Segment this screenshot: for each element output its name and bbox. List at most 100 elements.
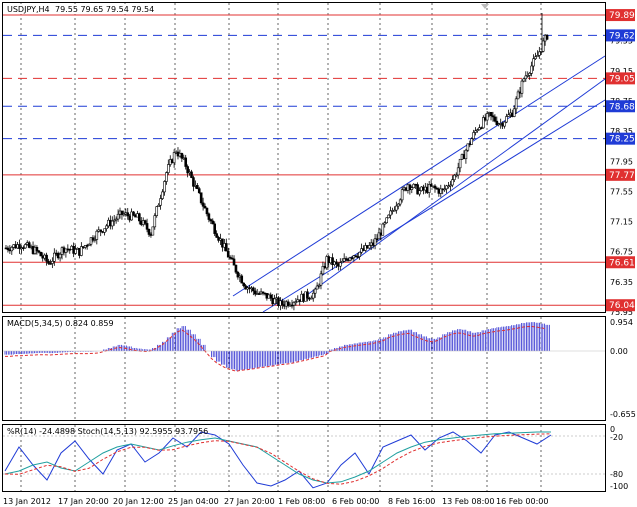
candle-body (6, 247, 10, 251)
candle-body (236, 271, 240, 278)
time-tick-label: 17 Jan 20:00 (58, 497, 109, 506)
macd-signal-line (5, 325, 547, 372)
candle-body (541, 40, 545, 52)
candle-body (184, 157, 188, 167)
candle-body (161, 191, 164, 199)
macd-tick: -0.655 (610, 410, 636, 419)
candle-body (74, 249, 77, 254)
candle-body (416, 184, 419, 195)
stoch-tick: -80 (610, 470, 623, 479)
candle-body (410, 187, 414, 190)
candle-body (350, 257, 354, 260)
candle-body (35, 246, 39, 252)
candle-body (310, 297, 313, 300)
candle-body (319, 273, 323, 286)
candle-body (49, 263, 52, 265)
stoch-tick: 0 (610, 425, 615, 434)
candle-body (344, 258, 348, 260)
candle-body (196, 185, 199, 189)
candle-body (157, 204, 160, 207)
candle-body (356, 256, 359, 258)
level-tag (606, 299, 635, 312)
main-panel (2, 2, 606, 313)
candle-body (186, 166, 189, 174)
candle-body (449, 184, 452, 187)
candle-body (385, 217, 388, 224)
candle-body (64, 248, 68, 253)
candle-body (253, 290, 257, 295)
candle-body (155, 206, 159, 216)
candle-body (306, 291, 309, 299)
candle-body (456, 167, 460, 176)
candle-body (429, 184, 433, 187)
candle-body (190, 171, 193, 178)
candle-body (480, 127, 483, 129)
candle-body (269, 294, 273, 299)
time-tick-label: 8 Feb 16:00 (388, 497, 435, 506)
candle-body (545, 34, 549, 40)
candle-body (528, 73, 531, 76)
candle-body (472, 132, 475, 140)
candle-body (532, 58, 535, 67)
candle-body (311, 292, 315, 299)
main-header-symbol: USDJPY,H4 (7, 5, 50, 14)
candle-body (126, 212, 130, 217)
candle-body (207, 213, 211, 220)
candle-body (138, 213, 141, 222)
candle-body (18, 244, 21, 250)
candle-body (242, 282, 245, 287)
macd-tick: 0.00 (610, 347, 628, 356)
candle-body (321, 266, 325, 275)
price-tick-label: 77.95 (610, 157, 633, 166)
candle-body (143, 220, 147, 224)
candle-body (373, 238, 377, 246)
candle-body (491, 115, 495, 118)
time-tick-label: 6 Feb 00:00 (332, 497, 379, 506)
candle-body (58, 253, 62, 259)
level-tag (606, 100, 635, 113)
time-tick-label: 25 Jan 04:00 (168, 497, 219, 506)
candle-body (317, 284, 321, 287)
candle-body (485, 113, 489, 121)
candle-body (395, 205, 398, 211)
macd-histogram (4, 322, 550, 371)
vertical-grid (20, 3, 542, 491)
candle-body (167, 164, 170, 173)
candle-body (412, 183, 416, 188)
candle-body (342, 258, 346, 262)
candle-body (292, 302, 296, 306)
candle-body (163, 181, 166, 193)
candle-body (99, 229, 102, 232)
candle-body (526, 75, 530, 77)
candle-body (209, 219, 213, 222)
candle-body (240, 275, 244, 284)
scroll-marker-icon[interactable] (481, 4, 489, 9)
candle-body (389, 210, 392, 216)
candle-body (232, 258, 236, 266)
candle-body (335, 261, 338, 264)
candle-body (130, 211, 133, 221)
candle-body (228, 256, 232, 259)
level-tag-label: 77.77 (609, 171, 635, 181)
price-tick-label: 78.35 (610, 127, 633, 136)
candle-body (470, 138, 474, 145)
time-axis: 13 Jan 2012 17 Jan 20:00 20 Jan 12:00 25 Ja… (3, 497, 548, 506)
candle-body (93, 239, 97, 241)
candle-body (383, 222, 387, 225)
candle-body (45, 254, 48, 262)
candle-body (367, 245, 371, 249)
candle-body (91, 237, 95, 241)
candle-body (377, 232, 381, 240)
candle-body (381, 223, 385, 236)
candle-body (476, 129, 479, 132)
candle-body (281, 300, 284, 305)
candle-body (165, 172, 168, 182)
candle-body (47, 260, 50, 264)
time-tick-label: 20 Jan 12:00 (113, 497, 164, 506)
candle-body (503, 121, 506, 127)
stoch-tick: -20 (610, 433, 623, 442)
stoch-main-line (4, 431, 551, 484)
candles (4, 13, 549, 311)
price-tick-label: 79.15 (610, 67, 633, 76)
candle-body (85, 245, 89, 247)
